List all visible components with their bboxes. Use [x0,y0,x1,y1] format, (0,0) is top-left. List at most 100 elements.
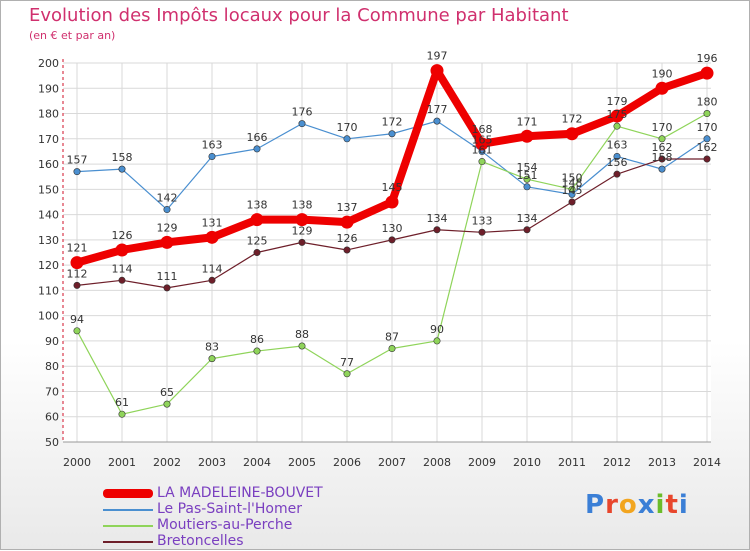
data-point-le-pas-saint-l-homer [433,117,441,125]
data-label-la-madeleine-bouvet: 172 [562,113,583,126]
data-label-la-madeleine-bouvet: 190 [652,67,673,80]
data-point-moutiers-au-perche [118,410,126,418]
y-tick-label: 90 [45,335,59,348]
data-point-bretoncelles [118,276,126,284]
data-point-bretoncelles [298,238,306,246]
data-label-la-madeleine-bouvet: 168 [472,123,493,136]
data-label-moutiers-au-perche: 61 [115,396,129,409]
data-label-le-pas-saint-l-homer: 163 [607,138,628,151]
data-label-bretoncelles: 133 [472,214,493,227]
data-point-moutiers-au-perche [568,185,576,193]
data-label-la-madeleine-bouvet: 129 [157,221,178,234]
data-point-moutiers-au-perche [478,158,486,166]
y-tick-label: 140 [38,209,59,222]
data-label-la-madeleine-bouvet: 171 [517,115,538,128]
x-tick-label: 2006 [333,456,361,469]
legend-swatch [103,489,153,498]
data-label-le-pas-saint-l-homer: 177 [427,103,448,116]
x-tick-label: 2007 [378,456,406,469]
data-point-la-madeleine-bouvet [205,230,219,244]
data-point-bretoncelles [613,170,621,178]
data-label-le-pas-saint-l-homer: 158 [652,151,673,164]
legend-label: Moutiers-au-Perche [157,517,293,533]
data-label-moutiers-au-perche: 86 [250,333,264,346]
legend-label: Bretoncelles [157,533,244,549]
data-label-le-pas-saint-l-homer: 148 [562,176,583,189]
data-label-le-pas-saint-l-homer: 165 [472,133,493,146]
legend-label: Le Pas-Saint-l'Homer [157,501,302,517]
data-label-le-pas-saint-l-homer: 158 [112,151,133,164]
data-label-moutiers-au-perche: 180 [697,96,718,109]
x-tick-label: 2014 [693,456,721,469]
data-point-le-pas-saint-l-homer [253,145,261,153]
x-tick-label: 2013 [648,456,676,469]
x-tick-label: 2010 [513,456,541,469]
data-label-le-pas-saint-l-homer: 170 [337,121,358,134]
x-tick-label: 2008 [423,456,451,469]
data-point-le-pas-saint-l-homer [73,168,81,176]
y-tick-label: 80 [45,360,59,373]
data-label-moutiers-au-perche: 154 [517,161,538,174]
data-point-moutiers-au-perche [298,342,306,350]
data-label-bretoncelles: 162 [697,141,718,154]
data-point-la-madeleine-bouvet [610,109,624,123]
grid-layer [63,62,711,443]
data-label-bretoncelles: 126 [337,232,358,245]
data-point-bretoncelles [343,246,351,254]
y-tick-label: 110 [38,284,59,297]
data-point-la-madeleine-bouvet [565,127,579,141]
data-point-bretoncelles [478,228,486,236]
data-label-bretoncelles: 111 [157,270,178,283]
data-point-la-madeleine-bouvet [160,235,174,249]
data-point-la-madeleine-bouvet [475,137,489,151]
data-point-la-madeleine-bouvet [70,256,84,270]
y-tick-label: 160 [38,158,59,171]
data-point-bretoncelles [253,249,261,257]
data-point-la-madeleine-bouvet [700,66,714,80]
x-tick-label: 2005 [288,456,316,469]
x-tick-label: 2011 [558,456,586,469]
data-label-moutiers-au-perche: 170 [652,121,673,134]
y-tick-label: 100 [38,310,59,323]
y-tick-label: 120 [38,259,59,272]
x-tick-label: 2004 [243,456,271,469]
data-point-moutiers-au-perche [613,122,621,130]
data-point-la-madeleine-bouvet [430,64,444,78]
y-tick-label: 50 [45,436,59,449]
y-tick-label: 200 [38,57,59,70]
data-point-bretoncelles [703,155,711,163]
data-label-moutiers-au-perche: 175 [607,108,628,121]
chart-subtitle: (en € et par an) [29,29,116,42]
legend-swatch [103,509,153,511]
data-label-la-madeleine-bouvet: 126 [112,229,133,242]
data-label-bretoncelles: 134 [427,212,448,225]
data-point-la-madeleine-bouvet [655,81,669,95]
data-point-bretoncelles [208,276,216,284]
legend-swatch [103,525,153,527]
data-label-bretoncelles: 114 [112,262,133,275]
y-tick-label: 130 [38,234,59,247]
data-point-le-pas-saint-l-homer [118,165,126,173]
y-tick-label: 60 [45,411,59,424]
data-point-moutiers-au-perche [388,345,396,353]
data-label-moutiers-au-perche: 90 [430,323,444,336]
data-label-moutiers-au-perche: 88 [295,328,309,341]
data-label-la-madeleine-bouvet: 179 [607,95,628,108]
y-tick-label: 170 [38,133,59,146]
data-label-la-madeleine-bouvet: 196 [697,52,718,65]
data-point-bretoncelles [658,155,666,163]
data-label-moutiers-au-perche: 87 [385,331,399,344]
data-point-moutiers-au-perche [703,110,711,118]
y-tick-label: 70 [45,385,59,398]
data-point-moutiers-au-perche [253,347,261,355]
data-label-moutiers-au-perche: 65 [160,386,174,399]
data-label-le-pas-saint-l-homer: 170 [697,121,718,134]
data-point-le-pas-saint-l-homer [343,135,351,143]
data-label-moutiers-au-perche: 150 [562,171,583,184]
data-point-le-pas-saint-l-homer [658,165,666,173]
legend-label: LA MADELEINE-BOUVET [157,485,323,501]
data-point-le-pas-saint-l-homer [208,152,216,160]
data-point-le-pas-saint-l-homer [523,183,531,191]
x-tick-label: 2003 [198,456,226,469]
